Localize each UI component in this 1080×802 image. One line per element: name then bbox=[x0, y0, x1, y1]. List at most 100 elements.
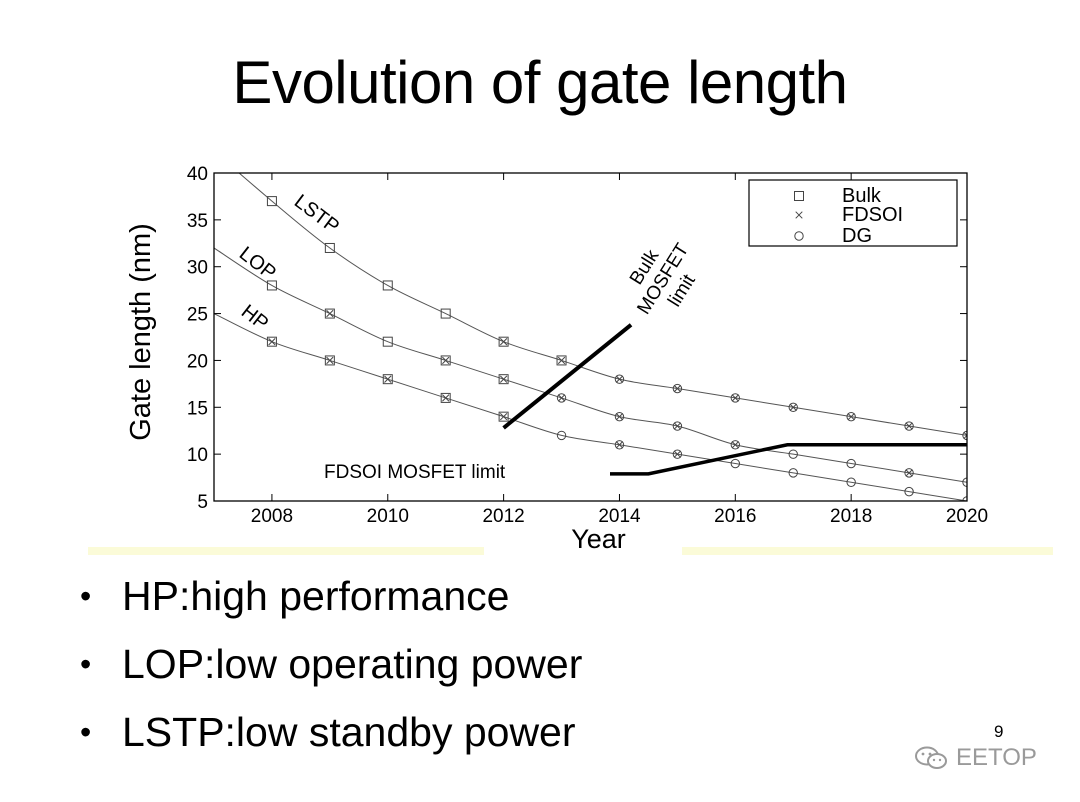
data-point bbox=[614, 440, 625, 450]
dg-marker bbox=[614, 440, 625, 450]
fdsoi-marker bbox=[326, 309, 334, 318]
bulk-marker bbox=[382, 280, 393, 291]
fdsoi-marker bbox=[963, 431, 967, 437]
fdsoi-marker bbox=[905, 422, 913, 430]
decorative-bar-right bbox=[682, 547, 1053, 555]
bulk-marker bbox=[324, 242, 335, 253]
bulk-marker bbox=[440, 355, 451, 366]
data-point bbox=[904, 468, 914, 478]
data-point bbox=[498, 411, 509, 422]
bulk-marker bbox=[266, 196, 277, 207]
plot-area bbox=[214, 173, 967, 501]
bullet-list: • HP:high performance • LOP:low operatin… bbox=[80, 562, 582, 766]
data-point bbox=[556, 430, 567, 441]
data-point bbox=[266, 196, 277, 207]
bulk-marker bbox=[440, 308, 451, 319]
y-tick-label: 10 bbox=[187, 445, 208, 466]
dg-marker bbox=[730, 393, 741, 403]
fdsoi-marker bbox=[557, 356, 566, 365]
data-point bbox=[614, 411, 625, 422]
data-point bbox=[382, 336, 393, 347]
data-point bbox=[730, 458, 741, 469]
fdsoi-marker bbox=[384, 375, 392, 383]
data-point bbox=[440, 355, 451, 366]
fdsoi-mosfet-limit-label: FDSOI MOSFET limit bbox=[324, 462, 506, 483]
x-tick-label: 2020 bbox=[946, 506, 988, 527]
bulk-marker bbox=[498, 411, 509, 422]
dg-marker bbox=[556, 430, 567, 441]
data-point bbox=[904, 486, 914, 497]
dg-marker bbox=[904, 486, 914, 497]
bulk-marker bbox=[382, 336, 393, 347]
fdsoi-marker bbox=[731, 394, 739, 402]
fdsoi-marker bbox=[499, 413, 508, 421]
bulk-marker bbox=[794, 191, 804, 201]
data-point bbox=[795, 211, 803, 219]
y-tick-label: 40 bbox=[187, 164, 208, 185]
fdsoi-marker bbox=[615, 375, 624, 383]
bullet-marker: • bbox=[80, 578, 92, 614]
fdsoi-marker bbox=[673, 450, 682, 458]
fdsoi-marker bbox=[731, 441, 739, 449]
legend-label: Bulk bbox=[842, 185, 882, 207]
y-axis-label: Gate length (nm) bbox=[125, 223, 157, 441]
data-point bbox=[614, 374, 625, 384]
dg-marker bbox=[730, 440, 741, 450]
data-point bbox=[730, 393, 741, 403]
fdsoi-marker bbox=[963, 434, 967, 440]
bulk-marker bbox=[324, 308, 335, 319]
x-tick-label: 2010 bbox=[367, 506, 409, 527]
y-tick-label: 30 bbox=[187, 258, 208, 279]
page-number: 9 bbox=[994, 722, 1004, 741]
dg-marker bbox=[788, 402, 798, 412]
bulk-marker bbox=[556, 355, 567, 366]
dg-marker bbox=[904, 421, 914, 431]
x-axis-label: Year bbox=[571, 524, 626, 554]
data-point bbox=[498, 336, 509, 347]
y-tick-label: 5 bbox=[197, 492, 208, 513]
data-point bbox=[440, 308, 451, 319]
bullet-marker: • bbox=[80, 714, 92, 750]
bulk-marker bbox=[498, 374, 509, 385]
dg-marker bbox=[846, 458, 856, 469]
dg-marker bbox=[788, 449, 798, 459]
legend-label: FDSOI bbox=[842, 204, 903, 226]
list-item: • HP:high performance bbox=[80, 562, 582, 630]
wechat-icon bbox=[915, 746, 947, 769]
fdsoi-marker bbox=[499, 375, 508, 383]
data-point bbox=[846, 477, 856, 487]
bulk-mosfet-limit-line bbox=[502, 323, 633, 430]
x-tick-label: 2016 bbox=[714, 506, 756, 527]
data-point bbox=[672, 421, 683, 431]
data-point bbox=[846, 411, 856, 422]
y-tick-label: 25 bbox=[187, 305, 208, 326]
data-point bbox=[324, 242, 335, 253]
legend-label: DG bbox=[842, 225, 872, 247]
x-tick-label: 2018 bbox=[830, 506, 872, 527]
data-point bbox=[672, 449, 683, 459]
series-line-lstp bbox=[238, 173, 967, 436]
dg-marker bbox=[614, 411, 625, 422]
data-point bbox=[788, 468, 798, 478]
fdsoi-marker bbox=[499, 338, 508, 346]
data-point bbox=[794, 191, 804, 201]
watermark-text: EETOP bbox=[956, 744, 1037, 771]
fdsoi-marker bbox=[905, 469, 913, 477]
data-point bbox=[266, 280, 277, 291]
data-point bbox=[788, 402, 798, 412]
y-tick-label: 15 bbox=[187, 398, 208, 419]
data-point bbox=[440, 392, 451, 403]
dg-marker bbox=[794, 231, 804, 241]
data-point bbox=[556, 393, 567, 403]
dg-marker bbox=[672, 421, 683, 431]
page-title: Evolution of gate length bbox=[232, 49, 848, 116]
data-point bbox=[556, 355, 567, 366]
fdsoi-marker bbox=[673, 384, 682, 393]
bulk-marker bbox=[324, 355, 335, 366]
fdsoi-label-bg bbox=[318, 458, 610, 484]
fdsoi-marker bbox=[557, 394, 566, 402]
dg-marker bbox=[556, 393, 567, 403]
legend-box bbox=[748, 179, 958, 247]
fdsoi-marker bbox=[847, 413, 855, 421]
